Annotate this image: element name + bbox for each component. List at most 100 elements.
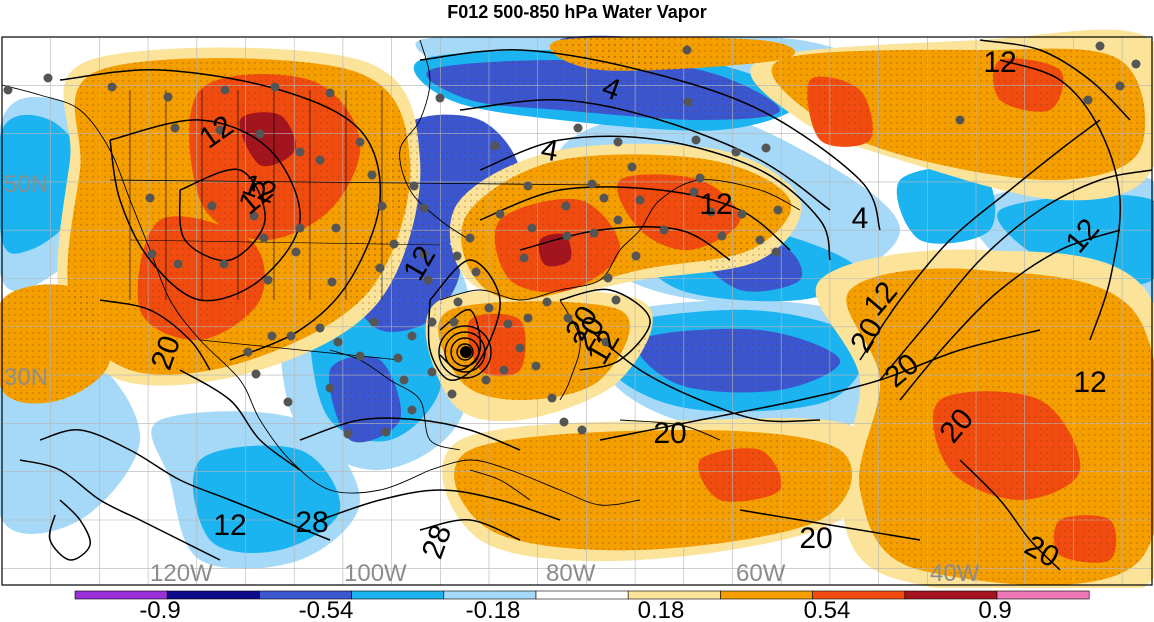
- station-marker: [561, 201, 571, 211]
- station-marker: [589, 228, 599, 238]
- lat-lon-grid: [1, 36, 1152, 585]
- station-marker: [562, 231, 572, 241]
- station-marker: [773, 205, 783, 215]
- contour-line: [178, 168, 266, 262]
- contour-label: 12: [213, 509, 246, 542]
- station-marker: [515, 343, 525, 353]
- station-marker: [295, 147, 305, 157]
- station-marker: [315, 323, 325, 333]
- contour-line: [519, 226, 731, 261]
- station-marker: [43, 73, 53, 83]
- station-marker: [1095, 41, 1105, 51]
- station-marker: [481, 375, 491, 385]
- station-marker: [471, 267, 481, 277]
- station-marker: [435, 93, 445, 103]
- station-marker: [447, 389, 457, 399]
- contour-label: 12: [699, 188, 732, 221]
- stipple-orange: [846, 268, 1154, 586]
- lon-label-60w: 60W: [736, 560, 786, 587]
- station-marker: [399, 375, 409, 385]
- station-marker: [717, 231, 727, 241]
- field-cyan: [896, 166, 996, 244]
- colorbar-tick-label: -0.54: [299, 597, 354, 622]
- station-marker: [170, 123, 180, 133]
- station-marker: [613, 215, 623, 225]
- contour-line: [299, 417, 521, 451]
- colorbar-box: [74, 590, 168, 600]
- station-marker: [484, 303, 494, 313]
- stipple-orange: [67, 58, 411, 375]
- contour-label: 20: [799, 522, 832, 555]
- contour-label: 12: [983, 46, 1016, 79]
- map-title: F012 500-850 hPa Water Vapor: [447, 2, 707, 22]
- stipple-blue: [328, 355, 402, 443]
- coastline: [619, 419, 721, 441]
- lon-label-100w: 100W: [344, 560, 407, 587]
- colorbar-box: [259, 590, 352, 600]
- station-marker: [295, 223, 305, 233]
- station-marker: [407, 405, 417, 415]
- state-border: [129, 239, 441, 246]
- colorbar-box: [535, 590, 629, 600]
- station-marker: [449, 317, 459, 327]
- contour-label: 28: [295, 506, 328, 539]
- station-marker: [381, 427, 391, 437]
- contour-line: [979, 39, 1131, 121]
- station-marker: [523, 181, 533, 191]
- stipple-blue: [636, 328, 841, 393]
- station-marker: [1083, 95, 1093, 105]
- contour-line: [48, 499, 92, 561]
- station-marker: [255, 129, 265, 139]
- station-marker: [573, 123, 583, 133]
- contour-label: 20: [653, 417, 686, 450]
- station-marker: [215, 125, 225, 135]
- coastline: [399, 39, 471, 241]
- colorbar-tick-label: 0.18: [638, 597, 685, 622]
- contour-ring: [444, 331, 486, 373]
- station-marker: [249, 211, 259, 221]
- colorbar-box: [720, 590, 813, 600]
- station-marker: [423, 275, 433, 285]
- station-marker: [3, 85, 13, 95]
- observation-stations: [3, 41, 1141, 439]
- station-marker: [683, 97, 693, 107]
- coastline: [429, 459, 641, 506]
- station-marker: [542, 297, 552, 307]
- station-marker: [107, 82, 117, 92]
- station-marker: [631, 251, 641, 261]
- station-marker: [695, 173, 705, 183]
- station-marker: [291, 247, 301, 257]
- station-marker: [389, 239, 399, 249]
- colorbar-tick-label: 0.9: [978, 597, 1011, 622]
- station-marker: [771, 247, 781, 257]
- contour-line: [879, 169, 1153, 381]
- colorbar-box: [351, 590, 445, 600]
- station-marker: [327, 277, 337, 287]
- station-marker: [355, 137, 365, 147]
- colorbar-box: [166, 590, 260, 600]
- station-marker: [453, 297, 463, 307]
- station-marker: [419, 249, 429, 259]
- station-marker: [270, 82, 280, 92]
- station-marker: [523, 313, 533, 323]
- contour-label: 4: [539, 133, 561, 168]
- lat-label-30n: 30N: [4, 364, 48, 391]
- station-marker: [601, 337, 611, 347]
- station-marker: [635, 195, 645, 205]
- station-marker: [219, 259, 229, 269]
- contour-line: [999, 59, 1122, 341]
- colorbar-boxes: [74, 590, 1090, 600]
- contour-line: [419, 519, 521, 541]
- significance-stippling: [0, 35, 1154, 586]
- station-marker: [547, 393, 557, 403]
- station-marker: [333, 337, 343, 347]
- station-marker: [611, 295, 621, 305]
- station-marker: [737, 209, 747, 219]
- station-marker: [587, 179, 597, 189]
- station-marker: [207, 201, 217, 211]
- station-marker: [659, 225, 669, 235]
- station-marker: [563, 313, 573, 323]
- station-marker: [243, 347, 253, 357]
- coastline: [1, 84, 431, 494]
